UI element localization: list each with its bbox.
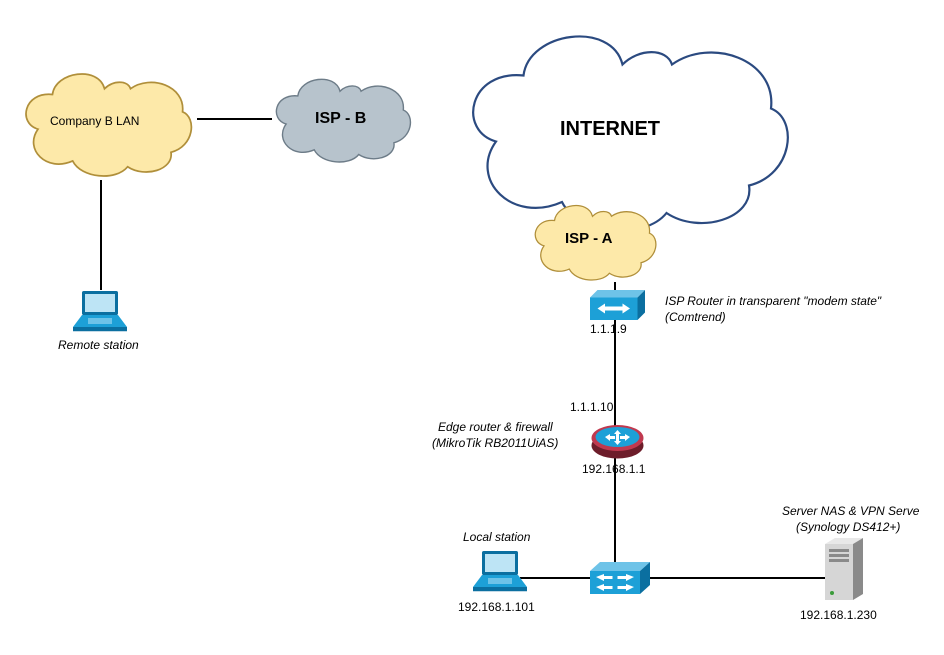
label-isp-router-1: ISP Router in transparent "modem state" bbox=[665, 294, 881, 308]
label-edge-router-2: (MikroTik RB2011UiAS) bbox=[432, 436, 558, 450]
label-edge-router-1: Edge router & firewall bbox=[438, 420, 553, 434]
label-edge-router-ip-bottom: 192.168.1.1 bbox=[582, 462, 645, 476]
isp-router-icon bbox=[590, 290, 645, 320]
label-local-station-ip: 192.168.1.101 bbox=[458, 600, 535, 614]
label-local-station: Local station bbox=[463, 530, 530, 544]
label-internet: INTERNET bbox=[560, 118, 660, 141]
label-isp-router-ip: 1.1.1.9 bbox=[590, 322, 627, 336]
edge-companyb-remote bbox=[100, 180, 102, 290]
label-company-b: Company B LAN bbox=[50, 114, 139, 128]
label-edge-router-ip-top: 1.1.1.10 bbox=[570, 400, 613, 414]
switch-icon bbox=[590, 562, 650, 594]
server-icon bbox=[825, 538, 863, 600]
label-isp-b: ISP - B bbox=[315, 110, 366, 128]
remote-station-icon bbox=[70, 288, 130, 333]
edge-companyb-ispb bbox=[197, 118, 272, 120]
local-station-icon bbox=[470, 548, 530, 593]
label-server-2: (Synology DS412+) bbox=[796, 520, 900, 534]
label-server-ip: 192.168.1.230 bbox=[800, 608, 877, 622]
label-server-1: Server NAS & VPN Serve bbox=[782, 504, 919, 518]
edge-switch-server bbox=[650, 577, 828, 579]
label-remote-station: Remote station bbox=[58, 338, 139, 352]
edge-switch-local bbox=[520, 577, 595, 579]
label-isp-a: ISP - A bbox=[565, 230, 613, 247]
edge-router-icon bbox=[590, 418, 645, 460]
label-isp-router-2: (Comtrend) bbox=[665, 310, 726, 324]
